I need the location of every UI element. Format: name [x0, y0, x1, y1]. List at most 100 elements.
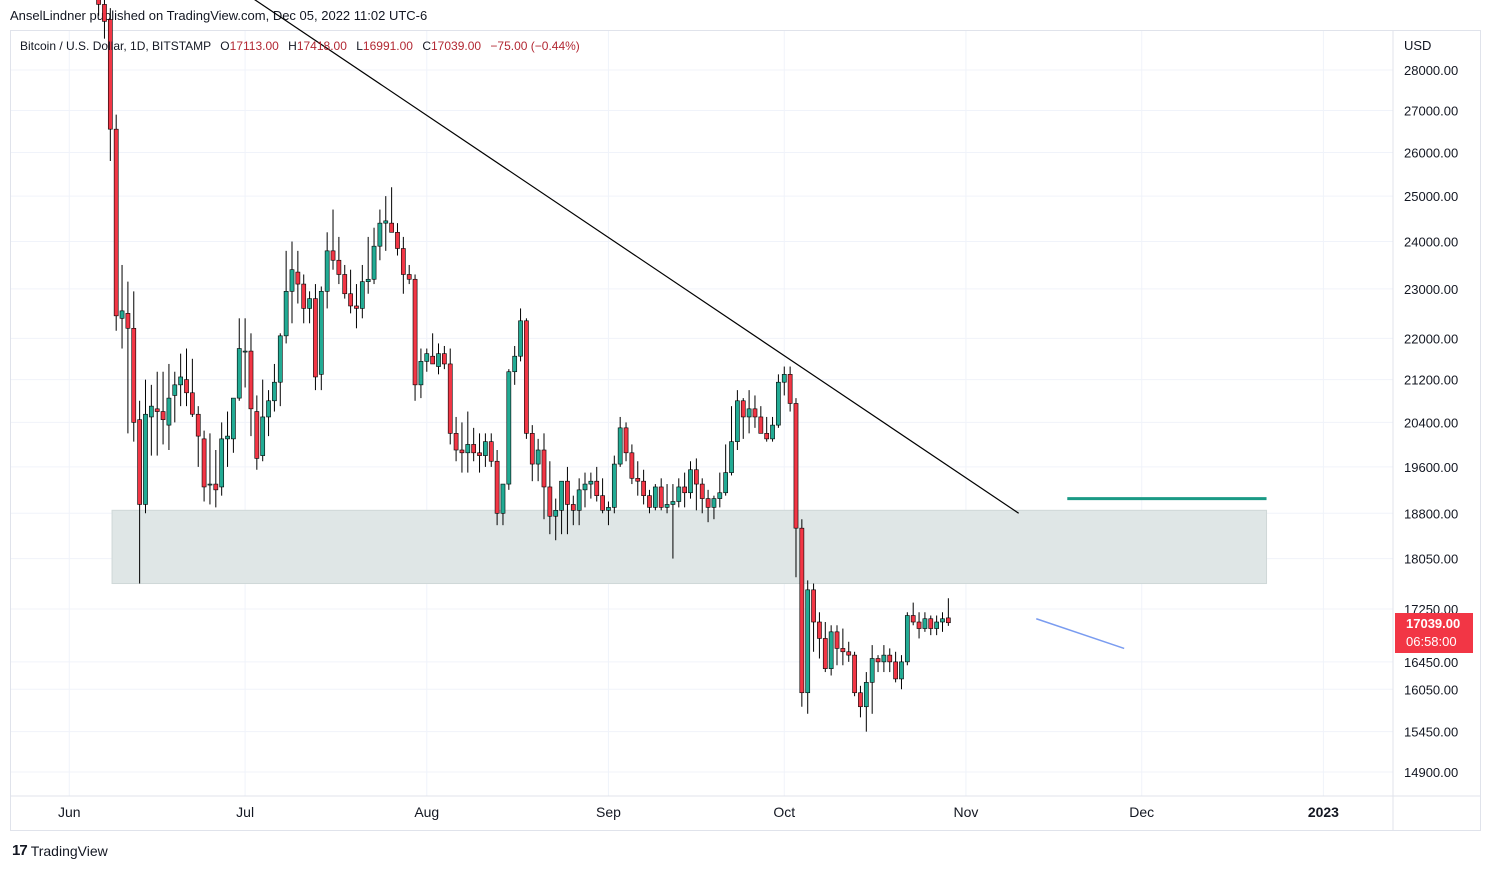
- legend-high-label: H: [288, 39, 297, 53]
- candle: [887, 648, 893, 673]
- candle-body-down: [113, 128, 119, 317]
- support-zone[interactable]: [111, 509, 1268, 585]
- candle-body-up: [318, 291, 324, 375]
- candle-body-up: [770, 424, 775, 440]
- downtrend-line[interactable]: [245, 0, 1020, 514]
- candle: [535, 438, 541, 482]
- candle-body-down: [916, 621, 922, 629]
- candle-body-up: [934, 621, 939, 629]
- candle: [735, 390, 740, 451]
- candle-body-down: [406, 274, 412, 280]
- candle-body-up: [863, 682, 869, 708]
- candle: [125, 281, 131, 434]
- candle: [289, 241, 295, 324]
- zones: [111, 497, 1268, 585]
- candle: [658, 478, 664, 511]
- candle: [881, 645, 887, 673]
- candle-body-up: [424, 353, 430, 362]
- candle: [664, 484, 670, 514]
- candle-body-down: [635, 478, 641, 482]
- candle-body-down: [160, 411, 166, 420]
- last-price-value: 17039.00: [1406, 616, 1460, 631]
- candle: [641, 469, 646, 505]
- x-tick-label: Jul: [236, 804, 254, 820]
- candle: [272, 363, 277, 412]
- candle-body-up: [688, 469, 693, 494]
- candle: [787, 366, 793, 412]
- candle: [946, 598, 951, 626]
- candle-body-up: [676, 486, 682, 502]
- y-tick-label: 21200.00: [1404, 373, 1458, 388]
- candle-body-up: [611, 463, 617, 508]
- candle-body-down: [295, 271, 301, 285]
- drawn-lines: [245, 0, 1125, 650]
- candle-body-down: [201, 438, 207, 488]
- candle: [213, 450, 219, 508]
- candle: [570, 495, 576, 526]
- candle-body-down: [629, 452, 635, 479]
- candle-body-up: [582, 483, 588, 491]
- candle-body-down: [817, 621, 822, 639]
- candle-body-down: [195, 413, 201, 437]
- candle: [488, 433, 494, 467]
- candle: [195, 406, 201, 467]
- candle: [178, 353, 183, 407]
- candle: [131, 291, 137, 442]
- y-tick-label: 22000.00: [1404, 331, 1458, 346]
- candle-body-down: [623, 427, 629, 454]
- x-tick-label: Dec: [1129, 804, 1154, 820]
- x-tick-label: 2023: [1308, 804, 1339, 820]
- candle: [219, 422, 225, 496]
- candle: [916, 612, 922, 639]
- candle: [143, 379, 148, 514]
- legend-open: 17113.00: [229, 39, 279, 53]
- candle-body-up: [717, 492, 723, 499]
- candle: [371, 227, 377, 285]
- candle: [934, 615, 939, 636]
- candle-body-up: [512, 355, 518, 373]
- candle: [776, 374, 781, 428]
- candle-body-up: [664, 504, 670, 508]
- candle-body-down: [846, 651, 852, 656]
- candle-body-down: [928, 618, 934, 629]
- legend-low-label: L: [356, 39, 363, 53]
- candle-body-up: [746, 408, 752, 418]
- candle: [184, 348, 189, 407]
- candle: [524, 318, 529, 439]
- candle: [805, 580, 811, 714]
- candle: [447, 348, 453, 445]
- y-tick-label: 19600.00: [1404, 460, 1458, 475]
- x-tick-label: Oct: [773, 804, 795, 820]
- candle-body-down: [541, 449, 547, 488]
- candle-body-down: [946, 617, 951, 624]
- candle: [817, 612, 822, 659]
- candle: [770, 416, 775, 442]
- candle: [705, 489, 711, 523]
- candle: [307, 291, 312, 324]
- candle: [348, 269, 353, 314]
- candle: [559, 480, 564, 535]
- candle: [412, 274, 418, 401]
- candle-body-up: [617, 427, 623, 465]
- candle: [858, 685, 863, 718]
- candle: [875, 655, 881, 673]
- candle: [383, 196, 389, 251]
- candle-body-down: [459, 449, 465, 454]
- short-downtrend-line[interactable]: [1036, 618, 1125, 650]
- candle-body-up: [735, 400, 740, 442]
- candle: [717, 472, 723, 508]
- candle: [424, 348, 430, 372]
- candle: [553, 498, 559, 541]
- legend-high: 17418.00: [296, 39, 347, 53]
- legend-open-label: O: [220, 39, 230, 53]
- candle-body-up: [324, 250, 330, 292]
- candle-body-down: [547, 486, 553, 517]
- candle-body-down: [705, 498, 711, 508]
- candle: [400, 236, 406, 294]
- publish-attribution: AnselLindner published on TradingView.co…: [10, 8, 428, 23]
- tradingview-logo[interactable]: 17 TradingView: [12, 842, 108, 859]
- candle: [324, 232, 330, 309]
- y-tick-label: 20400.00: [1404, 415, 1458, 430]
- candle-body-down: [852, 654, 857, 694]
